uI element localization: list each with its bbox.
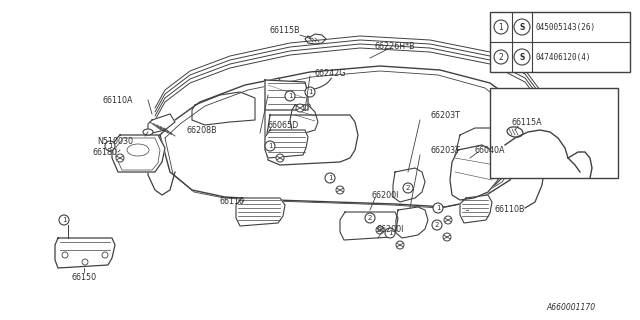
Text: 66115A: 66115A <box>512 117 542 126</box>
Circle shape <box>305 87 315 97</box>
Text: 1: 1 <box>328 175 332 181</box>
Circle shape <box>494 50 508 64</box>
Circle shape <box>102 252 108 258</box>
Text: S: S <box>519 52 525 61</box>
Circle shape <box>403 183 413 193</box>
Polygon shape <box>265 130 308 158</box>
Text: 66242G: 66242G <box>314 68 346 77</box>
Circle shape <box>433 203 443 213</box>
Polygon shape <box>290 105 318 133</box>
Ellipse shape <box>143 129 153 135</box>
Text: 1: 1 <box>268 143 272 149</box>
Text: 2: 2 <box>499 52 504 61</box>
Circle shape <box>385 228 395 238</box>
Polygon shape <box>148 114 175 134</box>
Circle shape <box>376 226 384 234</box>
Circle shape <box>396 241 404 249</box>
Bar <box>490 12 630 72</box>
Circle shape <box>443 233 451 241</box>
Ellipse shape <box>507 127 523 137</box>
Polygon shape <box>112 135 165 172</box>
Text: 66110: 66110 <box>220 197 244 206</box>
Text: N510030: N510030 <box>97 137 133 146</box>
Circle shape <box>82 259 88 265</box>
Text: 66226H*B: 66226H*B <box>374 42 415 51</box>
Text: 66115B: 66115B <box>269 26 300 35</box>
Circle shape <box>444 216 452 224</box>
Circle shape <box>276 154 284 162</box>
Circle shape <box>514 19 530 35</box>
Text: 66065D: 66065D <box>268 121 299 130</box>
Circle shape <box>285 91 295 101</box>
Circle shape <box>514 49 530 65</box>
Text: 2: 2 <box>406 185 410 191</box>
Text: 66040A: 66040A <box>475 146 505 155</box>
Text: 66208B: 66208B <box>187 125 218 134</box>
Circle shape <box>336 186 344 194</box>
Text: 66203T: 66203T <box>430 146 460 155</box>
Circle shape <box>325 173 335 183</box>
Circle shape <box>116 154 124 162</box>
Text: 1: 1 <box>308 89 312 95</box>
Text: 2: 2 <box>368 215 372 221</box>
Polygon shape <box>236 198 285 226</box>
Text: 1: 1 <box>499 22 504 31</box>
Text: 66203T: 66203T <box>540 100 568 109</box>
Polygon shape <box>55 238 115 268</box>
Text: 66200I: 66200I <box>376 226 404 235</box>
Text: 1: 1 <box>108 143 112 149</box>
Text: A660001170: A660001170 <box>547 303 596 312</box>
Text: 66110B: 66110B <box>495 205 525 214</box>
Circle shape <box>105 141 115 151</box>
Polygon shape <box>265 115 358 165</box>
Bar <box>490 88 618 178</box>
Circle shape <box>494 20 508 34</box>
Polygon shape <box>450 145 500 200</box>
Text: 66180: 66180 <box>93 148 118 156</box>
Text: 66200I: 66200I <box>371 190 399 199</box>
Text: 1: 1 <box>388 230 392 236</box>
Text: 66203T: 66203T <box>430 110 460 119</box>
Text: (-9806): (-9806) <box>540 87 568 97</box>
Text: 045005143(26): 045005143(26) <box>536 22 596 31</box>
Circle shape <box>296 104 304 112</box>
Text: S: S <box>519 22 525 31</box>
Text: 1: 1 <box>436 205 440 211</box>
Ellipse shape <box>127 144 149 156</box>
Polygon shape <box>265 80 308 110</box>
Text: 047406120(4): 047406120(4) <box>536 52 591 61</box>
Text: 1: 1 <box>288 93 292 99</box>
Text: 66150: 66150 <box>72 274 97 283</box>
Text: 2: 2 <box>435 222 439 228</box>
Circle shape <box>62 252 68 258</box>
Circle shape <box>265 141 275 151</box>
Text: 1: 1 <box>61 217 67 223</box>
Circle shape <box>365 213 375 223</box>
Circle shape <box>59 215 69 225</box>
Polygon shape <box>460 195 492 223</box>
Text: 66110A: 66110A <box>103 95 133 105</box>
Circle shape <box>432 220 442 230</box>
